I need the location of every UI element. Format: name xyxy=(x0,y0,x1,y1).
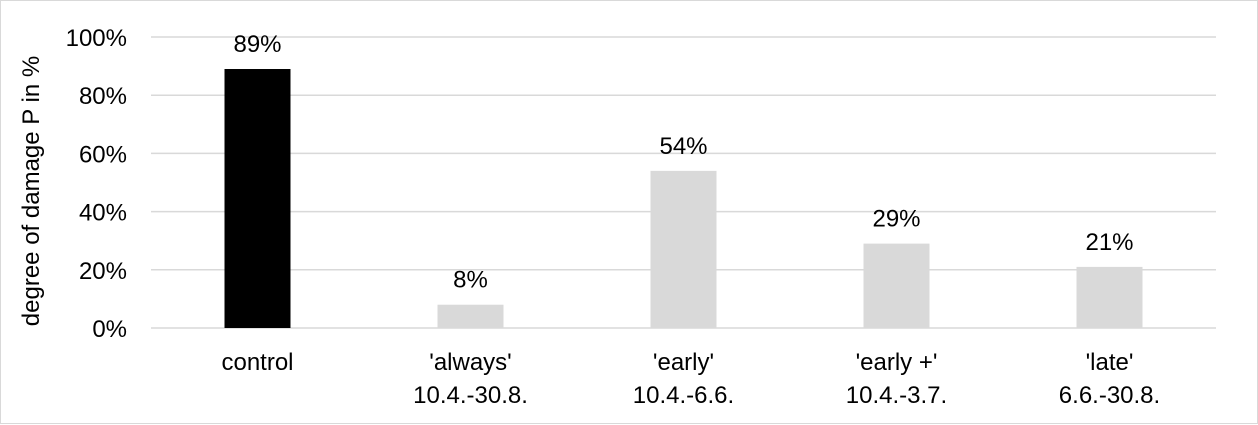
data-label: 21% xyxy=(1085,229,1133,256)
data-label: 8% xyxy=(453,267,488,294)
x-category-label: 10.4.-30.8. xyxy=(413,382,528,409)
bar xyxy=(650,170,717,328)
bar xyxy=(437,304,504,328)
x-category-label: 'early' xyxy=(653,349,714,376)
y-tick-label: 60% xyxy=(79,141,127,168)
x-category-label: 6.6.-30.8. xyxy=(1059,382,1160,409)
x-category-label: 10.4.-6.6. xyxy=(633,382,734,409)
x-category-label: 10.4.-3.7. xyxy=(846,382,947,409)
y-axis-title: degree of damage P in % xyxy=(18,56,45,326)
y-tick-label: 20% xyxy=(79,258,127,285)
bar xyxy=(224,69,291,328)
y-tick-label: 80% xyxy=(79,83,127,110)
data-labels: 89% 8% 54% 29% 21% xyxy=(233,31,1133,294)
data-label: 54% xyxy=(659,133,707,160)
y-tick-label: 100% xyxy=(66,25,127,52)
y-tick-label: 40% xyxy=(79,200,127,227)
y-tick-label: 0% xyxy=(92,316,127,343)
bar xyxy=(1076,266,1143,328)
x-axis-categories: control 'always' 10.4.-30.8. 'early' 10.4.-6… xyxy=(221,349,1160,409)
x-category-label: 'late' xyxy=(1086,349,1134,376)
x-category-label: control xyxy=(221,349,293,376)
data-label: 89% xyxy=(233,31,281,58)
bar xyxy=(863,243,930,328)
y-axis: 0% 20% 40% 60% 80% 100% xyxy=(66,25,127,343)
x-category-label: 'early +' xyxy=(856,349,938,376)
data-label: 29% xyxy=(872,206,920,233)
bars xyxy=(224,69,1143,328)
x-category-label: 'always' xyxy=(429,349,512,376)
